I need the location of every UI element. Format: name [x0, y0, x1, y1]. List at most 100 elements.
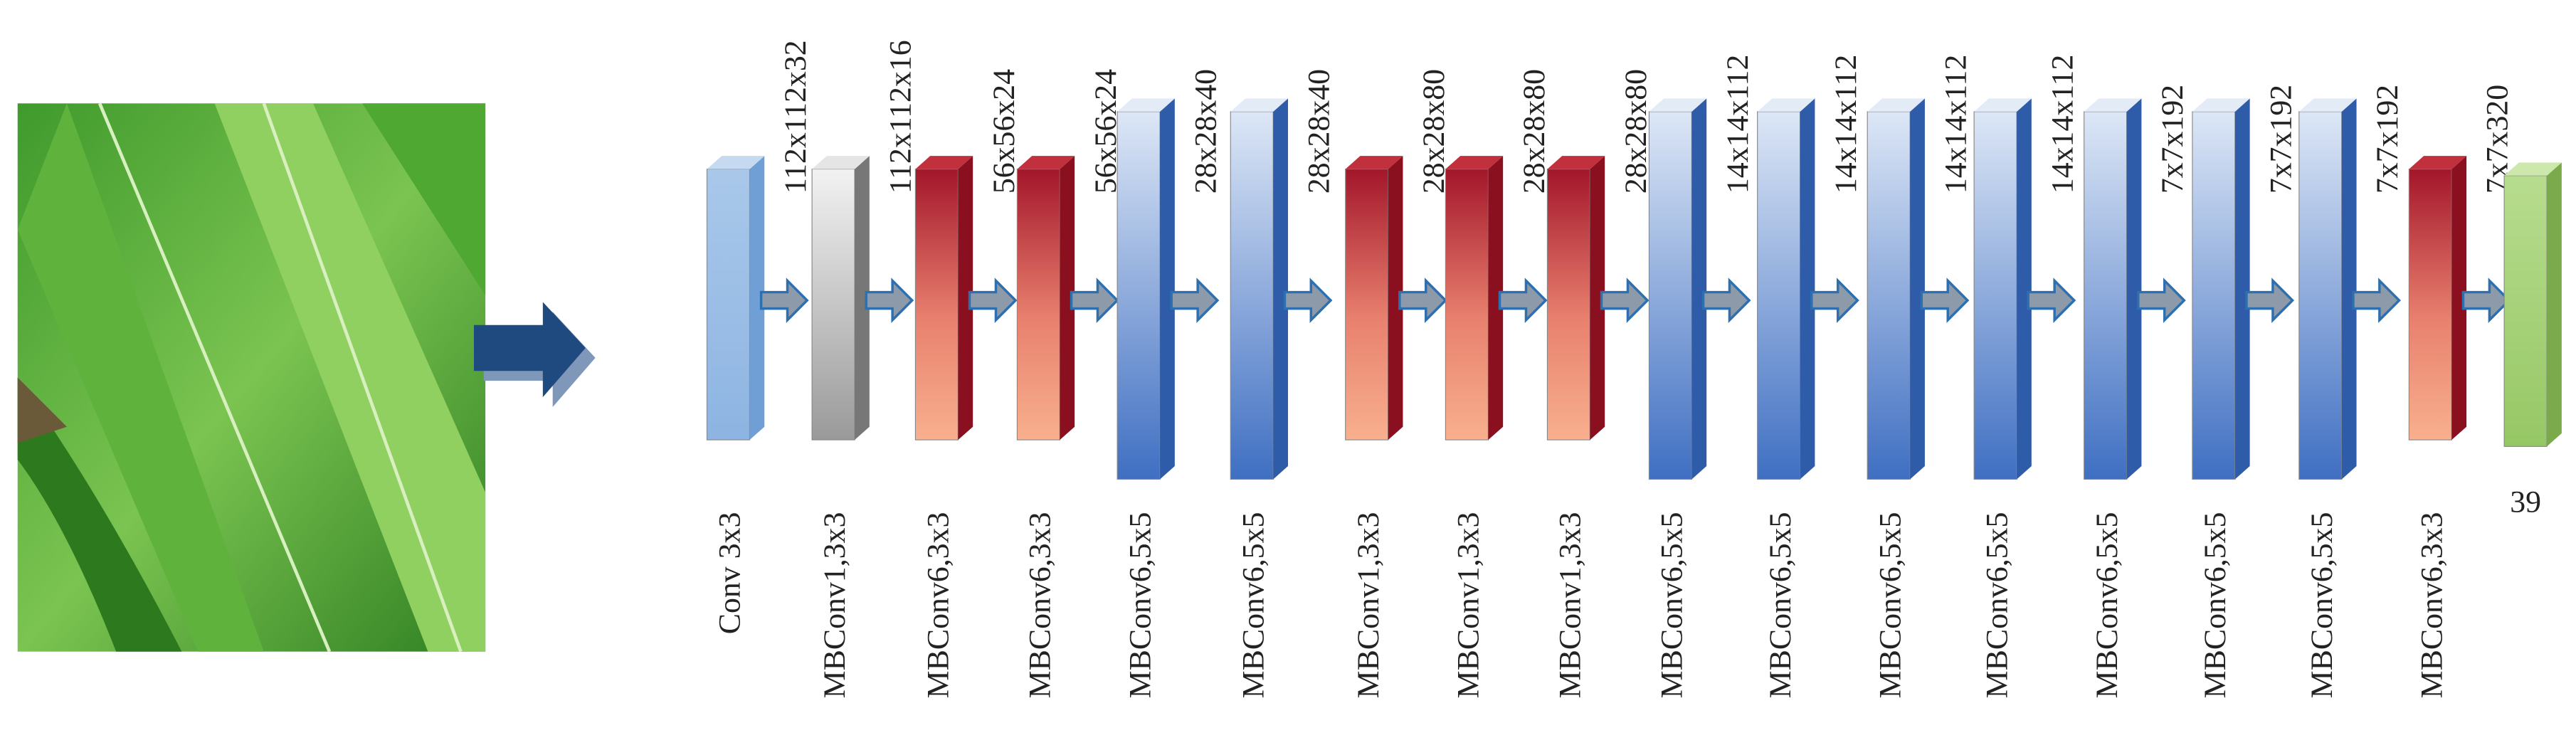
layer-name: MBConv6,5x5 — [2305, 512, 2339, 699]
small-arrow — [2137, 278, 2186, 323]
block-face — [1800, 98, 1815, 480]
block-face — [2084, 111, 2128, 480]
output-size: 28x28x40 — [1302, 69, 1336, 194]
block-face — [2341, 98, 2357, 480]
output-size: 28x28x80 — [1619, 69, 1653, 194]
output-size: 14x14x112 — [1721, 55, 1755, 194]
small-arrow — [1701, 278, 1751, 323]
block-face — [2451, 156, 2467, 440]
block-face — [2409, 156, 2467, 169]
block-face — [1345, 168, 1389, 440]
block-face — [2547, 162, 2562, 447]
block-face — [1017, 156, 1075, 169]
block-face — [2192, 98, 2250, 112]
block-face — [1757, 111, 1801, 480]
block-face — [2192, 111, 2236, 480]
layer-name: MBConv1,3x3 — [1553, 512, 1588, 699]
block-face — [1691, 98, 1707, 480]
layer-block — [2192, 98, 2250, 480]
block-face — [1060, 156, 1075, 440]
block-face — [2084, 98, 2142, 112]
block-face — [1160, 98, 1175, 480]
block-face — [2126, 98, 2142, 480]
small-arrow — [865, 278, 914, 323]
block-face — [706, 168, 751, 440]
small-arrow — [1600, 278, 1649, 323]
small-arrow — [968, 278, 1018, 323]
block-face — [855, 156, 870, 440]
output-size: 14x14x112 — [1939, 55, 1973, 194]
layer-name: MBConv1,3x3 — [818, 512, 852, 699]
small-arrow — [2461, 278, 2511, 323]
block-face — [915, 156, 973, 169]
layer-name: MBConv6,3x3 — [2414, 512, 2449, 699]
small-arrow — [1920, 278, 1970, 323]
block-face — [1867, 111, 1911, 480]
block-face — [1273, 98, 1288, 480]
block-face — [1445, 156, 1504, 169]
layer-name: MBConv1,3x3 — [1452, 512, 1486, 699]
layer-block — [1016, 156, 1075, 440]
block-face — [1345, 156, 1403, 169]
layer-block — [1867, 98, 1925, 480]
block-face — [811, 168, 855, 440]
layer-name: MBConv6,5x5 — [2198, 512, 2232, 699]
block-face — [1590, 156, 1605, 440]
layer-name: MBConv6,3x3 — [922, 512, 956, 699]
layer-name: MBConv6,5x5 — [1655, 512, 1689, 699]
block-face — [2017, 98, 2032, 480]
layer-block — [2298, 98, 2357, 480]
layer-block — [1546, 156, 1605, 440]
layer-block — [1230, 98, 1288, 480]
layer-name: MBConv6,5x5 — [1763, 512, 1798, 699]
block-face — [1546, 168, 1590, 440]
small-arrow — [1810, 278, 1859, 323]
layer-block — [1648, 98, 1707, 480]
output-size: 28x28x40 — [1189, 69, 1223, 194]
block-face — [1867, 98, 1925, 112]
output-size: 112x112x32 — [778, 40, 813, 194]
small-arrow — [1283, 278, 1333, 323]
leaf-photo — [17, 102, 486, 653]
small-arrow — [2245, 278, 2295, 323]
small-arrow — [1070, 278, 1119, 323]
block-face — [1117, 98, 1175, 112]
small-arrow — [2027, 278, 2076, 323]
output-size: 14x14x112 — [1829, 55, 1863, 194]
block-face — [2408, 168, 2452, 440]
block-face — [1016, 168, 1060, 440]
block-face — [958, 156, 973, 440]
block-face — [1117, 111, 1161, 480]
output-size: 112x112x16 — [884, 40, 918, 194]
output-size: 56x56x24 — [987, 69, 1021, 194]
layer-name: MBConv6,5x5 — [1873, 512, 1907, 699]
output-size: 14x14x112 — [2046, 55, 2080, 194]
output-size: 28x28x80 — [1517, 69, 1551, 194]
layer-block — [2503, 162, 2562, 447]
layer-name: MBConv6,5x5 — [1123, 512, 1157, 699]
layer-block — [1345, 156, 1403, 440]
block-face — [1757, 98, 1815, 112]
big-arrow — [473, 302, 596, 408]
layer-block — [2084, 98, 2142, 480]
block-face — [1230, 98, 1288, 112]
block-face — [812, 156, 870, 169]
small-arrow — [1398, 278, 1447, 323]
block-face — [2504, 162, 2562, 176]
layer-block — [1757, 98, 1815, 480]
block-face — [749, 156, 765, 440]
small-arrow — [2352, 278, 2401, 323]
output-size: 7x7x192 — [2155, 85, 2190, 194]
block-face — [1488, 156, 1504, 440]
layer-block — [2408, 156, 2467, 440]
small-arrow — [1498, 278, 1548, 323]
layer-name: MBConv6,3x3 — [1023, 512, 1057, 699]
block-face — [1910, 98, 1925, 480]
block-face — [2503, 175, 2548, 447]
block-face — [2234, 98, 2250, 480]
layer-block — [706, 156, 765, 440]
block-face — [1230, 111, 1274, 480]
layer-name: MBConv6,5x5 — [2090, 512, 2124, 699]
